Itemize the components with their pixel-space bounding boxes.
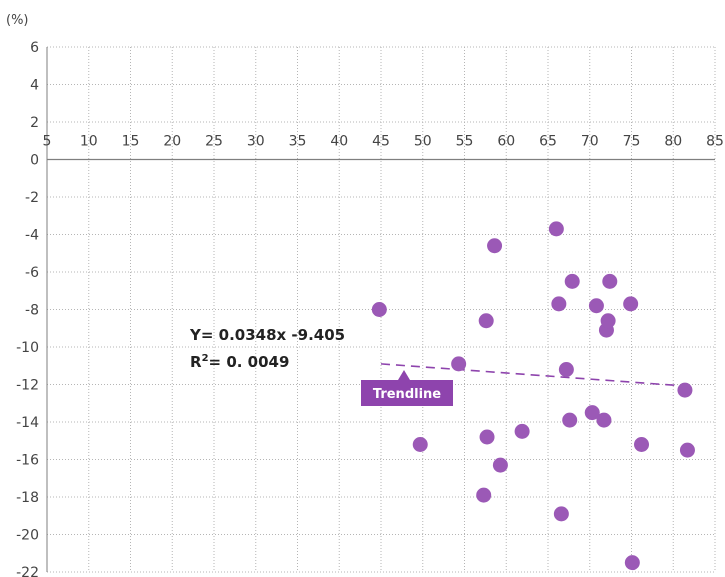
equation-line: Y= 0.0348x -9.405 — [189, 326, 345, 344]
trendline-badge: Trendline — [361, 370, 453, 406]
y-tick-label: -16 — [16, 453, 39, 469]
x-tick-label: 25 — [205, 134, 223, 150]
x-tick-label: 70 — [581, 134, 599, 150]
data-point — [634, 437, 650, 452]
y-tick-label: 4 — [30, 78, 39, 94]
y-tick-label: 6 — [30, 40, 39, 56]
x-tick-label: 65 — [539, 134, 557, 150]
x-tick-label: 50 — [414, 134, 432, 150]
data-point — [623, 296, 639, 312]
x-tick-label: 40 — [330, 134, 348, 150]
data-point — [514, 423, 530, 439]
x-tick-label: 60 — [497, 134, 515, 150]
data-point — [562, 412, 578, 428]
x-tick-label: 45 — [372, 134, 390, 150]
data-point — [492, 457, 508, 473]
data-point — [479, 429, 495, 445]
y-tick-label: -14 — [16, 415, 39, 431]
x-tick-label: 85 — [706, 134, 724, 150]
y-tick-label: 2 — [30, 115, 39, 131]
r-squared-value: = 0. 0049 — [209, 353, 290, 371]
x-tick-label: 80 — [664, 134, 682, 150]
trendline-badge-label: Trendline — [373, 387, 441, 402]
trendline — [380, 363, 691, 388]
x-tick-label: 35 — [289, 134, 307, 150]
y-tick-label: -22 — [16, 565, 39, 577]
data-point — [600, 313, 616, 329]
y-tick-label: -8 — [25, 303, 39, 319]
data-point — [487, 238, 503, 254]
y-tick-label: -12 — [16, 378, 39, 394]
r-squared-line: R2= 0. 0049 — [190, 353, 289, 371]
data-point — [558, 362, 574, 377]
data-point — [564, 273, 580, 289]
y-tick-label: -6 — [25, 265, 39, 281]
data-point — [602, 273, 618, 289]
y-tick-label: -4 — [25, 228, 39, 244]
x-tick-label: 10 — [80, 134, 98, 150]
y-tick-label: 0 — [30, 153, 39, 169]
y-tick-label: -10 — [16, 340, 39, 356]
data-point — [451, 356, 467, 372]
x-tick-label: 75 — [623, 134, 641, 150]
x-tick-label: 20 — [163, 134, 181, 150]
data-point — [588, 298, 604, 314]
data-point — [412, 437, 428, 452]
data-points — [371, 221, 695, 571]
y-unit-label: (%) — [6, 13, 29, 28]
data-point — [553, 506, 569, 522]
data-point — [548, 221, 564, 237]
r-squared-exponent: 2 — [202, 353, 209, 364]
trendline-badge-pointer — [398, 370, 410, 380]
y-tick-label: -2 — [25, 190, 39, 206]
x-tick-label: 55 — [456, 134, 474, 150]
data-point — [624, 555, 640, 571]
data-point — [677, 382, 693, 398]
data-point — [551, 296, 567, 312]
trendline-badge-box — [361, 380, 453, 406]
y-tick-label: -20 — [16, 528, 39, 544]
trendline-path — [380, 363, 691, 388]
data-point — [371, 302, 387, 317]
data-point — [584, 405, 600, 421]
data-point — [596, 412, 612, 428]
r-squared-prefix: R — [190, 353, 202, 371]
data-point — [679, 442, 695, 458]
y-tick-label: -18 — [16, 490, 39, 506]
data-point — [476, 487, 492, 503]
axes — [46, 47, 715, 572]
x-tick-label: 5 — [43, 134, 52, 150]
x-tick-label: 30 — [247, 134, 265, 150]
x-tick-label: 15 — [122, 134, 140, 150]
data-point — [478, 313, 494, 329]
